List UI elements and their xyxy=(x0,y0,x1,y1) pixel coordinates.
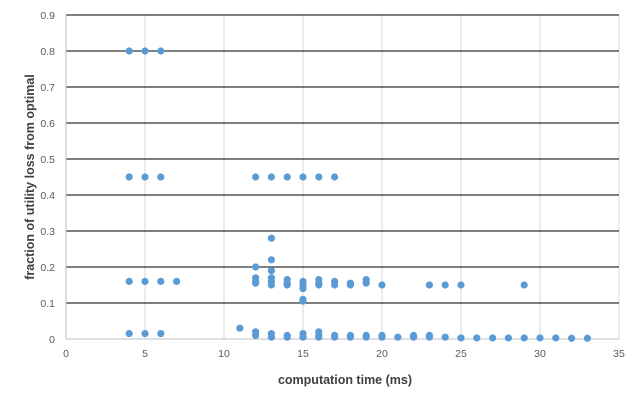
y-tick-label: 0 xyxy=(49,334,55,346)
data-point xyxy=(457,334,465,342)
data-point xyxy=(315,173,323,181)
x-axis-title: computation time (ms) xyxy=(278,373,412,387)
data-point xyxy=(252,173,260,181)
y-tick-label: 0.5 xyxy=(40,154,55,166)
data-point xyxy=(141,47,149,55)
data-point xyxy=(283,173,291,181)
data-point xyxy=(425,281,433,289)
data-point xyxy=(267,267,275,275)
data-point xyxy=(425,333,433,341)
data-point xyxy=(346,281,354,289)
x-tick-label: 10 xyxy=(218,348,230,360)
data-point xyxy=(520,281,528,289)
data-point xyxy=(141,277,149,285)
data-point xyxy=(267,281,275,289)
axes xyxy=(65,15,619,340)
data-point xyxy=(568,334,576,342)
data-point xyxy=(125,330,133,338)
y-tick-label: 0.8 xyxy=(40,46,55,58)
y-tick-label: 0.7 xyxy=(40,82,55,94)
data-point xyxy=(299,173,307,181)
data-point xyxy=(173,277,181,285)
y-tick-label: 0.6 xyxy=(40,118,55,130)
data-point xyxy=(583,334,592,342)
data-point xyxy=(552,334,560,342)
data-point xyxy=(283,281,291,289)
data-point xyxy=(141,330,149,338)
data-point xyxy=(331,333,339,341)
data-point xyxy=(378,333,386,341)
data-point xyxy=(331,173,339,181)
y-tick-label: 0.1 xyxy=(40,298,55,310)
data-point xyxy=(267,333,275,341)
data-point xyxy=(267,234,275,242)
data-point xyxy=(299,333,307,341)
data-point xyxy=(299,297,307,305)
y-tick-label: 0.4 xyxy=(40,190,55,202)
data-point xyxy=(252,263,260,271)
data-point xyxy=(441,281,449,289)
data-point xyxy=(536,334,544,342)
y-tick-label: 0.9 xyxy=(40,10,55,22)
data-point xyxy=(362,333,370,341)
y-axis-title: fraction of utility loss from optimal xyxy=(23,74,37,280)
data-point xyxy=(315,281,323,289)
y-tick-label: 0.3 xyxy=(40,226,55,238)
x-tick-label: 30 xyxy=(534,348,546,360)
data-point xyxy=(346,333,354,341)
data-point xyxy=(157,277,165,285)
data-point xyxy=(473,334,481,342)
data-point xyxy=(267,173,275,181)
data-point xyxy=(441,333,449,341)
data-point xyxy=(125,173,133,181)
data-point xyxy=(125,277,133,285)
data-point xyxy=(267,256,275,264)
data-point xyxy=(410,333,418,341)
x-tick-label: 5 xyxy=(142,348,148,360)
data-point xyxy=(252,331,260,339)
data-point xyxy=(394,333,402,341)
x-tick-label: 20 xyxy=(376,348,388,360)
y-tick-label: 0.2 xyxy=(40,262,55,274)
data-points xyxy=(125,47,592,342)
x-tick-label: 15 xyxy=(297,348,309,360)
x-tick-label: 25 xyxy=(455,348,467,360)
data-point xyxy=(504,334,512,342)
data-point xyxy=(315,333,323,341)
data-point xyxy=(157,330,165,338)
data-point xyxy=(362,279,370,287)
data-point xyxy=(457,281,465,289)
data-point xyxy=(157,47,165,55)
data-point xyxy=(157,173,165,181)
data-point xyxy=(299,285,307,293)
data-point xyxy=(252,279,260,287)
data-point xyxy=(141,173,149,181)
x-tick-label: 35 xyxy=(613,348,625,360)
data-point xyxy=(331,281,339,289)
data-point xyxy=(489,334,497,342)
data-point xyxy=(283,333,291,341)
data-point xyxy=(520,334,528,342)
tick-labels: 0 5 10 15 20 25 30 35 0 0.1 0.2 0.3 0.4 0.5 0.6 0.7 0.8 0… xyxy=(40,10,625,360)
data-point xyxy=(125,47,133,55)
gridlines xyxy=(66,14,620,339)
x-tick-label: 0 xyxy=(63,348,69,360)
data-point xyxy=(236,324,244,332)
data-point xyxy=(378,281,386,289)
